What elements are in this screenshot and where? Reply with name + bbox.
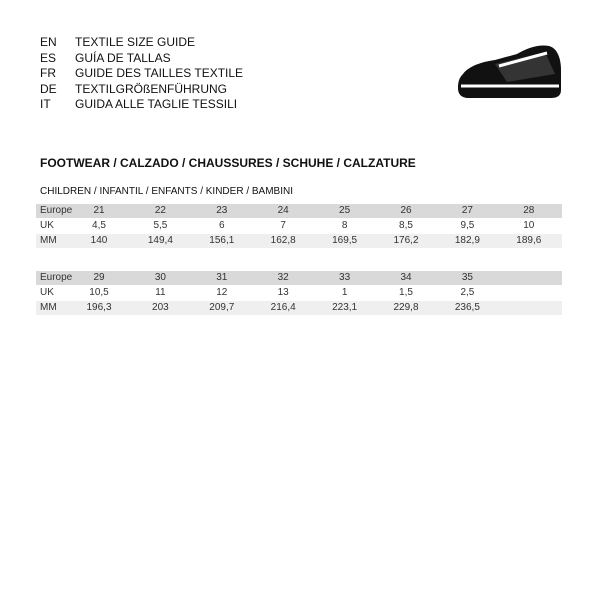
size-cell: 182,9 [454, 235, 480, 246]
size-cell: 21 [93, 205, 105, 216]
language-code: EN [40, 35, 57, 49]
size-cell: 1,5 [399, 287, 413, 298]
section-subtitle: CHILDREN / INFANTIL / ENFANTS / KINDER /… [40, 186, 294, 197]
size-cell: 8,5 [399, 220, 413, 231]
row-band [36, 271, 562, 285]
size-cell: 5,5 [153, 220, 168, 231]
size-cell: 196,3 [86, 302, 112, 313]
row-band [36, 301, 562, 315]
language-label: TEXTILE SIZE GUIDE [75, 35, 196, 49]
language-label: GUIDA ALLE TAGLIE TESSILI [75, 97, 238, 111]
size-cell: 6 [219, 220, 225, 231]
size-cell: 10,5 [89, 287, 109, 298]
size-cell: 13 [277, 287, 289, 298]
language-code: IT [40, 97, 51, 111]
language-label: GUIDE DES TAILLES TEXTILE [75, 66, 244, 80]
size-cell: 24 [277, 205, 289, 216]
size-cell: 31 [216, 272, 228, 283]
size-cell: 162,8 [270, 235, 296, 246]
size-cell: 229,8 [393, 302, 419, 313]
size-cell: 236,5 [454, 302, 480, 313]
row-label: Europe [40, 205, 73, 216]
size-cell: 189,6 [516, 235, 542, 246]
size-cell: 176,2 [393, 235, 419, 246]
row-label: Europe [40, 272, 73, 283]
size-cell: 12 [216, 287, 228, 298]
size-cell: 27 [461, 205, 473, 216]
size-cell: 26 [400, 205, 412, 216]
language-code: ES [40, 50, 57, 65]
size-cell: 32 [277, 272, 289, 283]
size-cell: 29 [93, 272, 105, 283]
size-cell: 33 [339, 272, 351, 283]
size-cell: 34 [400, 272, 412, 283]
size-cell: 1 [341, 287, 348, 298]
language-code: DE [40, 81, 57, 96]
row-band [36, 204, 562, 218]
size-cell: 25 [339, 205, 351, 216]
row-label: MM [40, 302, 57, 313]
size-cell: 149,4 [147, 235, 173, 246]
size-cell: 140 [90, 235, 108, 246]
size-cell: 22 [154, 205, 166, 216]
size-cell: 10 [523, 220, 535, 231]
language-code: FR [40, 66, 56, 80]
size-cell: 35 [461, 272, 473, 283]
size-cell: 30 [154, 272, 166, 283]
size-cell: 8 [341, 220, 348, 231]
size-cell: 169,5 [332, 235, 358, 246]
size-cell: 7 [280, 220, 286, 231]
language-label: GUÍA DE TALLAS [75, 50, 171, 65]
row-label: MM [40, 235, 57, 246]
size-cell: 4,5 [92, 220, 106, 231]
size-cell: 209,7 [209, 302, 235, 313]
size-cell: 203 [152, 302, 169, 313]
row-label: UK [40, 220, 54, 231]
row-label: UK [40, 287, 54, 298]
size-cell: 11 [155, 287, 166, 298]
size-cell: 23 [216, 205, 228, 216]
size-cell: 9,5 [460, 220, 475, 231]
size-cell: 2,5 [460, 287, 475, 298]
size-cell: 223,1 [332, 302, 358, 313]
language-label: TEXTILGRÖßENFÜHRUNG [75, 81, 228, 96]
section-title: FOOTWEAR / CALZADO / CHAUSSURES / SCHUHE… [40, 156, 416, 170]
row-band [36, 234, 562, 248]
size-cell: 216,4 [270, 302, 296, 313]
shoe-icon [458, 45, 561, 98]
size-cell: 156,1 [209, 235, 235, 246]
size-cell: 28 [523, 205, 535, 216]
